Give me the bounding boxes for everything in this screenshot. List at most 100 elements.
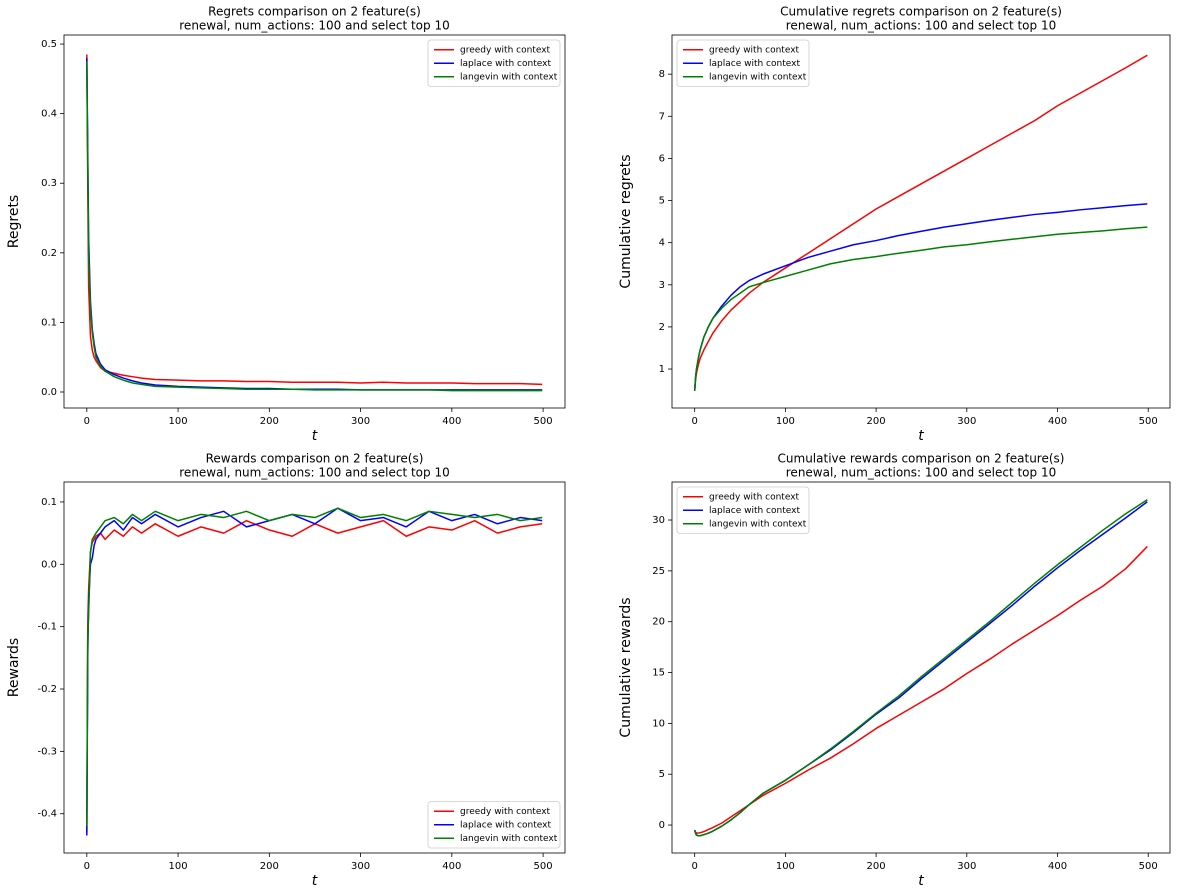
chart-subtitle: renewal, num_actions: 100 and select top… — [179, 19, 449, 33]
legend-label: laplace with context — [709, 506, 800, 516]
x-tick-label: 200 — [260, 416, 279, 427]
series-line — [86, 507, 543, 836]
y-axis-label: Rewards — [6, 638, 22, 697]
axes-frame — [63, 34, 566, 409]
legend: greedy with context laplace with context l… — [427, 39, 561, 87]
x-tick-label: 100 — [169, 861, 188, 872]
y-tick-label: 3 — [659, 280, 665, 291]
legend-label: langevin with context — [709, 519, 807, 529]
x-tick-label: 500 — [1139, 416, 1158, 427]
x-tick-label: 0 — [84, 861, 90, 872]
x-tick-label: 500 — [1139, 861, 1158, 872]
series-line — [693, 499, 1148, 837]
chart-title: Regrets comparison on 2 feature(s) — [208, 5, 421, 19]
x-axis-label: t — [918, 428, 924, 444]
x-tick-label: 200 — [260, 861, 279, 872]
legend-label: langevin with context — [460, 834, 558, 844]
y-tick-label: 0.0 — [41, 559, 57, 570]
series-line — [86, 61, 543, 392]
legend-frame — [676, 486, 810, 534]
y-axis-label: Cumulative rewards — [618, 597, 634, 737]
plot-area — [86, 507, 543, 836]
chart-title: Cumulative regrets comparison on 2 featu… — [780, 5, 1062, 19]
x-tick-label: 200 — [867, 861, 886, 872]
chart-title: Rewards comparison on 2 feature(s) — [206, 452, 424, 466]
series-line — [693, 545, 1148, 834]
y-tick-label: 0.2 — [41, 248, 57, 259]
x-tick-label: 100 — [776, 416, 795, 427]
legend-label: laplace with context — [460, 59, 551, 69]
x-tick-label: 100 — [776, 861, 795, 872]
x-axis-label: t — [918, 873, 924, 889]
y-axis-label: Regrets — [6, 195, 22, 248]
chart-title: Cumulative rewards comparison on 2 featu… — [778, 452, 1065, 466]
x-tick-label: 300 — [351, 416, 370, 427]
legend-frame — [676, 39, 810, 87]
legend-label: langevin with context — [709, 72, 807, 82]
series-line — [693, 501, 1148, 837]
y-tick-label: 1 — [659, 364, 665, 375]
legend: greedy with context laplace with context l… — [676, 486, 810, 534]
axes-frame — [63, 481, 566, 854]
y-tick-label: 0.1 — [41, 317, 57, 328]
x-tick-label: 400 — [442, 416, 461, 427]
x-tick-label: 400 — [1048, 416, 1067, 427]
y-tick-label: 20 — [652, 617, 665, 628]
y-tick-label: 4 — [659, 238, 665, 249]
axes-frame — [671, 34, 1171, 409]
chart-subtitle: renewal, num_actions: 100 and select top… — [786, 466, 1056, 480]
legend-label: laplace with context — [709, 59, 800, 69]
legend-label: laplace with context — [460, 820, 551, 830]
plot-area — [693, 499, 1148, 837]
y-tick-label: 10 — [652, 718, 665, 729]
legend-label: greedy with context — [709, 492, 800, 502]
x-tick-label: 500 — [534, 861, 553, 872]
x-tick-label: 400 — [1048, 861, 1067, 872]
x-tick-label: 500 — [534, 416, 553, 427]
y-tick-label: 25 — [652, 566, 665, 577]
x-tick-label: 0 — [84, 416, 90, 427]
legend-label: greedy with context — [460, 807, 551, 817]
x-tick-label: 300 — [957, 861, 976, 872]
y-tick-label: 5 — [659, 196, 665, 207]
plot-area — [693, 54, 1148, 391]
y-axis-label: Cumulative regrets — [618, 154, 634, 288]
x-axis-label: t — [312, 873, 318, 889]
series-line — [86, 507, 543, 827]
series-line — [86, 54, 543, 386]
chart-subtitle: renewal, num_actions: 100 and select top… — [179, 466, 449, 480]
x-tick-label: 300 — [351, 861, 370, 872]
x-tick-label: 100 — [169, 416, 188, 427]
y-tick-label: 0.4 — [41, 109, 57, 120]
legend: greedy with context laplace with context l… — [427, 801, 561, 849]
legend-frame — [427, 801, 561, 849]
y-tick-label: -0.4 — [37, 809, 57, 820]
y-tick-label: 6 — [659, 153, 665, 164]
x-tick-label: 400 — [442, 861, 461, 872]
y-tick-label: 0.5 — [41, 39, 57, 50]
y-tick-label: 0.0 — [41, 387, 57, 398]
x-tick-label: 0 — [691, 416, 697, 427]
y-tick-label: 8 — [659, 69, 665, 80]
legend: greedy with context laplace with context l… — [676, 39, 810, 87]
y-tick-label: 2 — [659, 322, 665, 333]
series-line — [693, 226, 1148, 391]
y-tick-label: 0.3 — [41, 178, 57, 189]
x-axis-label: t — [312, 428, 318, 444]
y-tick-label: -0.1 — [37, 622, 57, 633]
y-tick-label: 5 — [659, 769, 665, 780]
chart-subtitle: renewal, num_actions: 100 and select top… — [786, 19, 1056, 33]
plot-area — [86, 54, 543, 392]
legend-label: langevin with context — [460, 72, 558, 82]
axes-frame — [671, 481, 1171, 854]
series-line — [86, 519, 543, 833]
x-tick-label: 300 — [957, 416, 976, 427]
y-tick-label: 7 — [659, 111, 665, 122]
y-tick-label: 0.1 — [41, 497, 57, 508]
series-line — [693, 54, 1148, 391]
legend-label: greedy with context — [460, 45, 551, 55]
legend-label: greedy with context — [709, 45, 800, 55]
y-tick-label: -0.3 — [37, 746, 57, 757]
y-tick-label: -0.2 — [37, 684, 57, 695]
